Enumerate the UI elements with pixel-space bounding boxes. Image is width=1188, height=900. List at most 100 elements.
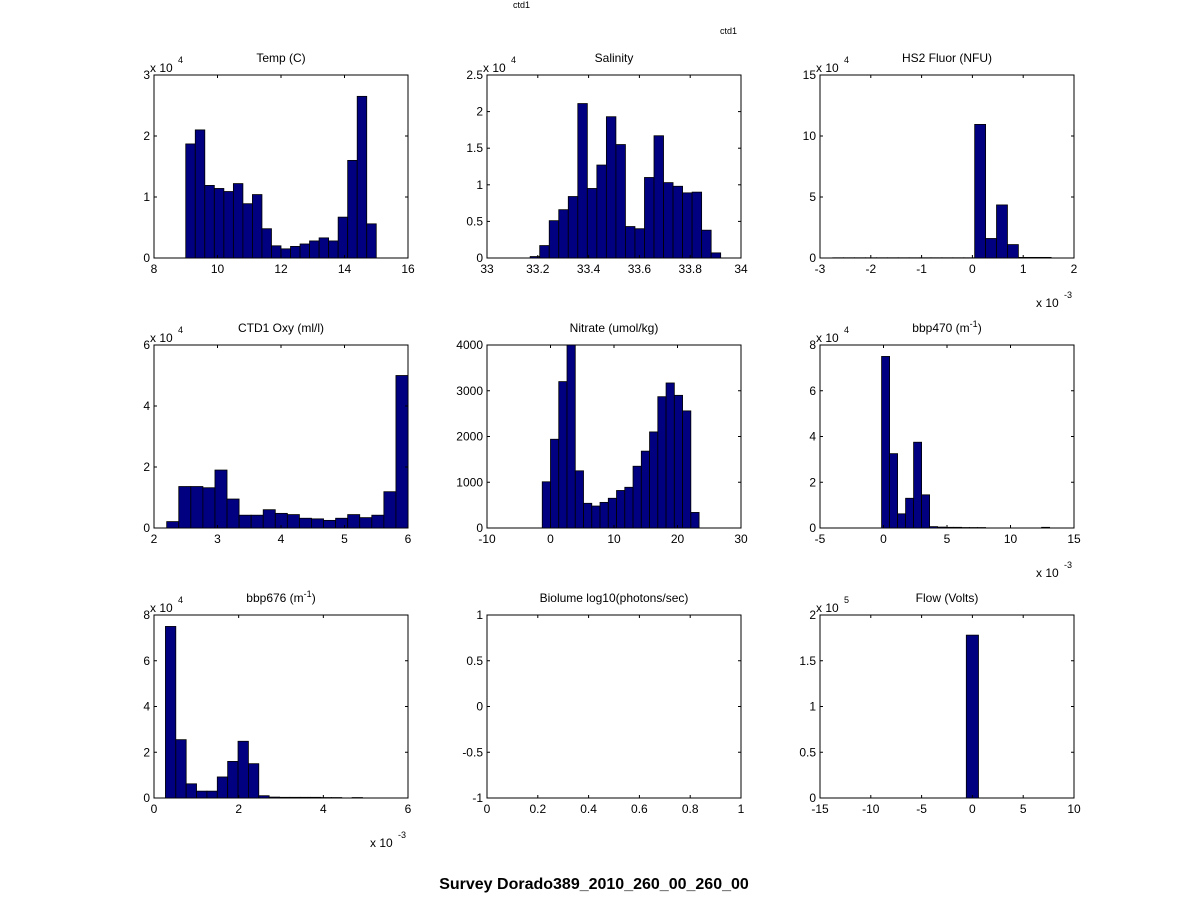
x-tick-label: -5 xyxy=(815,532,826,546)
y-axis-exponent: x 10 xyxy=(150,331,173,345)
y-tick-label: 0 xyxy=(476,521,483,535)
histogram-bar xyxy=(196,790,208,799)
subplot-title: bbp470 (m-1) xyxy=(912,319,981,335)
x-tick-label: -10 xyxy=(862,802,880,816)
x-tick-label: 20 xyxy=(671,532,685,546)
y-tick-label: 0.5 xyxy=(466,654,483,668)
subplot-title: CTD1 Oxy (ml/l) xyxy=(238,321,324,335)
y-tick-label: 2 xyxy=(143,460,150,474)
y-tick-label: 15 xyxy=(803,68,817,82)
histogram-bar xyxy=(583,502,593,529)
subplot-7: 0 2 4 6 0 2 4 6 8 bbp676 (m-1) x 10 4 x 10 -3 xyxy=(143,589,411,850)
histogram-bar xyxy=(226,498,240,529)
histogram-bar xyxy=(178,486,192,529)
histogram-bar xyxy=(673,394,683,529)
histogram-bar xyxy=(223,191,234,259)
y-tick-label: 6 xyxy=(143,654,150,668)
histogram-bar xyxy=(616,490,626,529)
histogram-bar xyxy=(921,494,931,529)
y-tick-label: -0.5 xyxy=(462,745,483,759)
y-tick-label: 4 xyxy=(143,700,150,714)
histogram-bar xyxy=(185,783,197,799)
histogram-bar xyxy=(213,188,225,259)
axes-frame xyxy=(819,614,1075,799)
histogram-bar xyxy=(649,431,659,529)
y-tick-label: 4 xyxy=(809,430,816,444)
histogram-bar xyxy=(261,228,272,259)
x-tick-label: -15 xyxy=(811,802,829,816)
x-tick-label: 8 xyxy=(151,262,158,276)
histogram-bar xyxy=(953,526,963,529)
x-axis-exponent: x 10 xyxy=(1036,566,1059,580)
subplot-title: Biolume log10(photons/sec) xyxy=(540,591,689,605)
histogram-bar xyxy=(175,739,187,799)
histogram-bar xyxy=(929,526,939,529)
axes-frame xyxy=(153,614,409,799)
y-tick-label: 2 xyxy=(143,745,150,759)
x-tick-label: 2 xyxy=(1071,262,1078,276)
figure-title: Survey Dorado389_2010_260_00_260_00 xyxy=(439,876,749,893)
histogram-bar xyxy=(237,740,249,799)
y-tick-label: 5 xyxy=(809,190,816,204)
x-tick-label: 15 xyxy=(1067,532,1081,546)
histogram-bar xyxy=(356,95,368,259)
histogram-bar xyxy=(665,382,675,529)
axes-frame xyxy=(819,344,1075,529)
histogram-bar xyxy=(166,521,180,529)
histogram-bar xyxy=(905,497,914,529)
x-axis-exponent: x 10 xyxy=(1036,296,1059,310)
x-tick-label: 10 xyxy=(211,262,225,276)
histogram-bar xyxy=(202,487,216,529)
histogram-bar xyxy=(1039,256,1052,259)
y-tick-label: 1000 xyxy=(456,475,483,489)
histogram-bar xyxy=(371,514,385,529)
histogram-bar xyxy=(309,240,320,259)
y-tick-label: 0 xyxy=(143,791,150,805)
y-tick-label: 0 xyxy=(476,251,483,265)
histogram-bar xyxy=(310,796,322,799)
histogram-bar xyxy=(258,795,270,799)
histogram-bar xyxy=(682,192,693,259)
histogram-bar xyxy=(395,375,409,529)
histogram-bar xyxy=(248,763,260,799)
subplot-title: Nitrate (umol/kg) xyxy=(570,321,659,335)
histogram-bar xyxy=(311,518,324,529)
axes-frame xyxy=(819,74,1075,259)
y-tick-label: 0 xyxy=(809,251,816,265)
histogram-bar xyxy=(252,194,263,259)
x-axis-exponent-power: -3 xyxy=(1064,560,1072,570)
histogram-bar xyxy=(615,144,626,259)
histogram-bar xyxy=(318,237,330,259)
x-tick-label: 0.6 xyxy=(631,802,648,816)
histogram-bar xyxy=(690,512,700,529)
ctd1-label-top: ctd1 xyxy=(513,0,531,10)
x-axis-exponent-power: -3 xyxy=(398,830,406,840)
histogram-bar xyxy=(323,519,337,529)
histogram-bar xyxy=(586,188,598,259)
y-tick-label: 8 xyxy=(143,608,150,622)
x-tick-label: 16 xyxy=(401,262,415,276)
subplot-title: HS2 Fluor (NFU) xyxy=(902,51,992,65)
histogram-bar xyxy=(289,796,301,799)
histogram-bar xyxy=(290,246,301,259)
histogram-bar xyxy=(625,226,636,259)
histogram-bar xyxy=(985,238,997,259)
histogram-bar xyxy=(227,761,239,799)
x-axis-exponent: x 10 xyxy=(370,836,393,850)
subplot-2: 33 33.2 33.4 33.6 33.8 34 0 0.5 1 1.5 2 2.5 Salinity… xyxy=(466,51,748,276)
histogram-bar xyxy=(691,191,703,259)
histogram-bar xyxy=(286,514,300,529)
y-tick-label: 10 xyxy=(803,129,817,143)
x-tick-label: 5 xyxy=(944,532,951,546)
histogram-bar xyxy=(1028,256,1041,259)
histogram-bar xyxy=(383,491,397,529)
histogram-bar xyxy=(558,381,568,529)
histogram-bar xyxy=(663,182,674,259)
y-tick-label: 2.5 xyxy=(466,68,483,82)
y-tick-label: 1 xyxy=(809,700,816,714)
x-tick-label: 33.6 xyxy=(628,262,652,276)
histogram-bar xyxy=(889,453,898,529)
histogram-bar xyxy=(996,204,1008,259)
